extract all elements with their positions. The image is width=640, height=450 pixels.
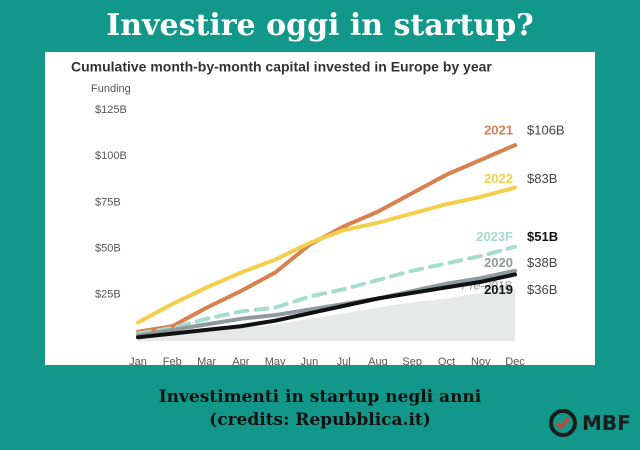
y-tick-label: $25B <box>95 289 121 301</box>
y-tick-label: $50B <box>95 243 121 255</box>
caption-line: Investimenti in startup negli anni <box>158 387 482 407</box>
x-tick-label: Sep <box>402 356 422 365</box>
series-label: 2021 <box>484 123 513 138</box>
line <box>136 272 517 340</box>
x-tick-label: Jun <box>300 356 318 365</box>
chart-panel: Cumulative month-by-month capital invest… <box>45 52 595 368</box>
logo: MBF <box>548 408 631 438</box>
x-tick-label: Apr <box>232 356 249 365</box>
logo-text: MBF <box>582 411 631 435</box>
x-tick-label: Jan <box>129 356 147 365</box>
series-label: 2020 <box>484 255 513 270</box>
value-label: $106B <box>527 123 565 138</box>
x-tick-label: May <box>265 356 286 365</box>
y-tick-label: $100B <box>95 150 127 162</box>
chart-title: Cumulative month-by-month capital invest… <box>71 59 492 75</box>
x-tick-label: Jul <box>337 356 351 365</box>
value-label: $38B <box>527 255 557 270</box>
chart: Cumulative month-by-month capital invest… <box>71 59 565 368</box>
x-tick-label: Feb <box>163 356 182 365</box>
y-axis-label: Funding <box>91 83 131 95</box>
x-tick-label: Mar <box>197 356 216 365</box>
y-tick-label: $125B <box>95 104 127 116</box>
x-tick-label: Aug <box>368 356 388 365</box>
line <box>136 268 517 338</box>
caption-line: (credits: Repubblica.it) <box>209 410 431 430</box>
x-tick-label: Dec <box>505 356 525 365</box>
value-label: $51B <box>527 229 558 244</box>
line <box>136 185 517 325</box>
series-label: 2022 <box>484 171 513 186</box>
area <box>138 289 515 341</box>
x-tick-label: Oct <box>438 356 455 365</box>
value-label: $36B <box>527 282 557 297</box>
value-label: $83B <box>527 171 557 186</box>
series-label: 2023F <box>476 229 513 244</box>
y-tick-label: $75B <box>95 196 121 208</box>
page-title: Investire oggi in startup? <box>106 8 534 43</box>
caption: Investimenti in startup negli anni (cred… <box>0 386 640 432</box>
series-label: 2019 <box>484 282 513 297</box>
line <box>136 244 517 336</box>
logo-icon <box>549 409 577 437</box>
x-tick-label: Nov <box>471 356 491 365</box>
